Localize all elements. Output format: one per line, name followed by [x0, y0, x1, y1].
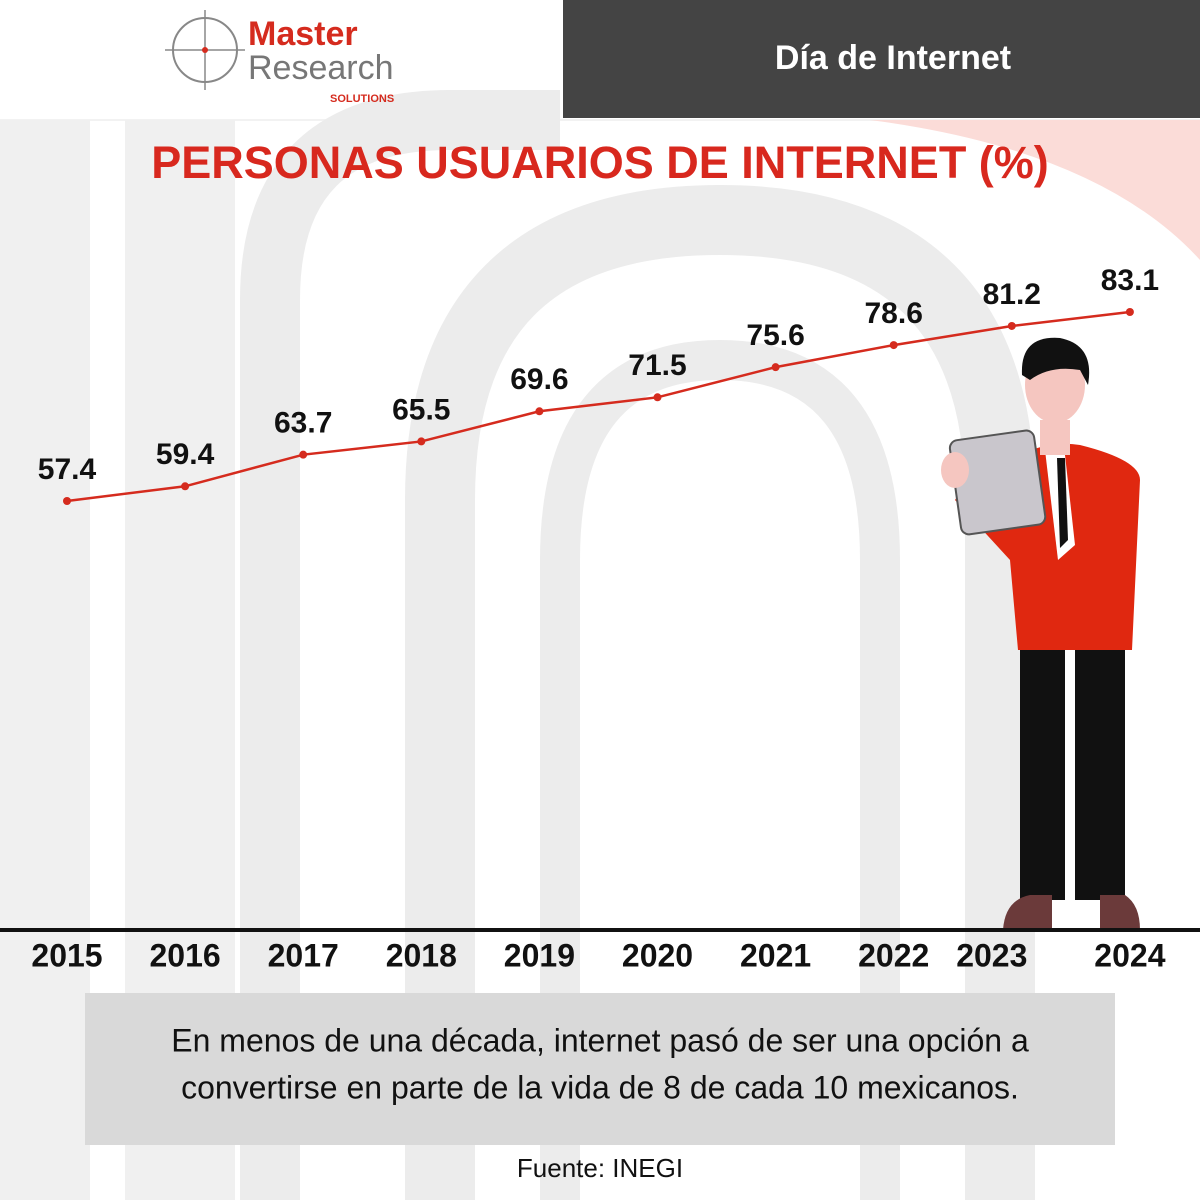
- data-label: 83.1: [1101, 264, 1159, 297]
- data-point: [1007, 321, 1016, 330]
- data-label: 65.5: [392, 393, 450, 426]
- x-tick-label: 2021: [740, 937, 811, 973]
- data-point: [417, 437, 426, 446]
- data-point: [771, 363, 780, 372]
- x-tick-label: 2023: [956, 937, 1027, 973]
- data-label: 71.5: [628, 349, 686, 382]
- person-illustration: [941, 337, 1140, 930]
- source: Fuente: INEGI: [517, 1153, 683, 1183]
- data-label: 59.4: [156, 438, 215, 471]
- data-label: 57.4: [38, 453, 97, 486]
- x-tick-label: 2017: [268, 937, 339, 973]
- note-text: convertirse en parte de la vida de 8 de …: [181, 1069, 1019, 1105]
- x-tick-label: 2024: [1094, 937, 1165, 973]
- data-point: [181, 482, 190, 491]
- data-label: 78.6: [865, 297, 923, 330]
- data-point: [1125, 308, 1134, 316]
- data-label: 75.6: [746, 319, 804, 352]
- header-title: Día de Internet: [775, 39, 1011, 77]
- data-label: 69.6: [510, 363, 568, 396]
- data-point: [299, 450, 308, 459]
- logo-text: Master: [248, 15, 358, 53]
- data-point: [889, 341, 898, 350]
- logo: Master Research SOLUTIONS: [165, 10, 394, 105]
- x-tick-label: 2018: [386, 937, 457, 973]
- data-label: 81.2: [983, 278, 1041, 311]
- note-text: En menos de una década, internet pasó de…: [171, 1022, 1029, 1058]
- x-tick-label: 2016: [150, 937, 221, 973]
- data-point: [63, 497, 71, 505]
- x-tick-label: 2022: [858, 937, 929, 973]
- background-decoration: [0, 90, 1200, 1200]
- data-point: [535, 407, 544, 416]
- data-line: [66, 310, 1131, 503]
- chart-title: PERSONAS USUARIOS DE INTERNET (%): [151, 137, 1049, 188]
- logo-text: SOLUTIONS: [330, 93, 394, 105]
- x-tick-label: 2019: [504, 937, 575, 973]
- logo-text: Research: [248, 49, 394, 87]
- x-tick-label: 2015: [31, 937, 102, 973]
- x-tick-label: 2020: [622, 937, 693, 973]
- data-point: [653, 393, 662, 402]
- data-label: 63.7: [274, 407, 332, 440]
- note-box: [85, 993, 1115, 1145]
- header-box: [563, 0, 1200, 118]
